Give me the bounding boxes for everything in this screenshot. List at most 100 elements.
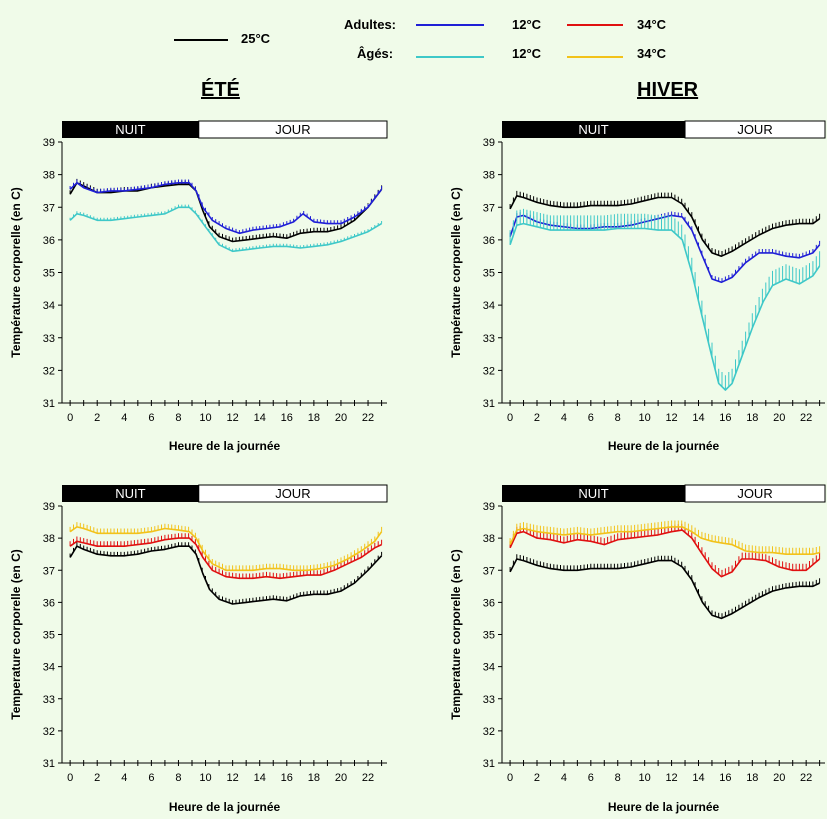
y-tick-label: 32	[483, 726, 495, 738]
x-tick-label: 22	[362, 412, 374, 424]
x-tick-label: 4	[561, 772, 567, 784]
y-tick-label: 36	[483, 597, 495, 609]
x-tick-label: 10	[639, 412, 651, 424]
x-tick-label: 0	[507, 412, 513, 424]
x-tick-label: 6	[588, 772, 594, 784]
series-line-adult_hot	[509, 529, 821, 578]
series-errorbars-ref	[509, 190, 821, 256]
night-band	[502, 121, 686, 138]
night-label: NUIT	[578, 486, 608, 501]
y-tick-label: 38	[483, 170, 495, 182]
y-tick-label: 33	[43, 333, 55, 345]
x-tick-label: 8	[615, 772, 621, 784]
y-tick-label: 33	[483, 694, 495, 706]
series-errorbars-aged_cold	[509, 208, 821, 390]
x-tick-label: 2	[534, 772, 540, 784]
chart-winter-bottom: NUIT JOUR 31 32 33 34 35 36 37 38 39 0 2 4 6 8 10 12 14 16 1…	[449, 484, 826, 814]
legend-adult-hot-label: 34°C	[637, 17, 667, 32]
x-tick-label: 2	[534, 412, 540, 424]
series-errorbars-aged_hot	[69, 522, 383, 571]
series-line-ref	[69, 182, 383, 243]
day-label: JOUR	[737, 122, 772, 137]
x-tick-label: 22	[800, 772, 812, 784]
y-tick-label: 31	[43, 758, 55, 770]
series-line-aged_hot	[69, 526, 383, 572]
y-tick-label: 39	[483, 137, 495, 149]
y-tick-label: 36	[43, 597, 55, 609]
legend-aged-hot-label: 34°C	[637, 46, 667, 61]
y-tick-label: 37	[43, 565, 55, 577]
y-tick-label: 31	[43, 398, 55, 410]
y-tick-label: 32	[483, 365, 495, 377]
x-tick-label: 8	[175, 772, 181, 784]
series-errorbars-ref	[69, 178, 383, 242]
y-tick-label: 38	[43, 533, 55, 545]
season-title-summer: ÉTÉ	[201, 79, 240, 101]
series-errorbars-adult_cold	[69, 179, 383, 234]
legend-line-adult-cold	[416, 24, 484, 26]
x-tick-label: 6	[148, 772, 154, 784]
x-tick-label: 0	[67, 772, 73, 784]
night-label: NUIT	[115, 122, 145, 137]
y-tick-label: 37	[43, 202, 55, 214]
day-band	[198, 484, 388, 503]
x-tick-label: 16	[719, 772, 731, 784]
series-line-adult_hot	[69, 537, 382, 580]
y-tick-label: 34	[43, 662, 55, 674]
x-tick-label: 4	[561, 412, 567, 424]
x-tick-label: 14	[254, 772, 266, 784]
x-tick-label: 16	[281, 772, 293, 784]
y-tick-label: 38	[483, 533, 495, 545]
x-tick-label: 20	[773, 772, 785, 784]
chart-panel-winter-bottom: NUIT JOUR 31 32 33 34 35 36 37 38 39 0 2 4 6 8 10 12 14 16 1…	[420, 484, 827, 819]
chart-winter-top: NUIT JOUR 31 32 33 34 35 36 37 38 39 0 2 4 6 8 10 12 14 16 1…	[449, 120, 826, 453]
series-errorbars-adult_hot	[509, 523, 821, 577]
x-tick-label: 18	[746, 412, 758, 424]
y-axis-label: Température corporelle (en C)	[9, 187, 23, 357]
y-tick-label: 35	[43, 268, 55, 280]
series-line-ref	[509, 558, 820, 620]
y-tick-label: 37	[483, 202, 495, 214]
day-band	[684, 120, 826, 139]
x-tick-label: 18	[308, 412, 320, 424]
night-band	[62, 485, 199, 502]
day-label: JOUR	[275, 486, 310, 501]
series-errorbars-aged_hot	[509, 520, 821, 555]
x-axis-label: Heure de la journée	[608, 800, 720, 814]
y-tick-label: 39	[43, 137, 55, 149]
x-tick-label: 16	[281, 412, 293, 424]
x-tick-label: 18	[746, 772, 758, 784]
y-tick-label: 31	[483, 398, 495, 410]
season-title-winter: HIVER	[637, 79, 699, 101]
legend-aged-label: Âgés:	[357, 46, 394, 61]
y-tick-label: 39	[43, 501, 55, 513]
x-tick-label: 22	[800, 412, 812, 424]
day-band	[198, 120, 388, 139]
x-tick-label: 20	[335, 772, 347, 784]
x-tick-label: 14	[254, 412, 266, 424]
night-label: NUIT	[115, 486, 145, 501]
x-tick-label: 16	[719, 412, 731, 424]
y-tick-label: 39	[483, 501, 495, 513]
x-tick-label: 6	[588, 412, 594, 424]
y-tick-label: 35	[483, 630, 495, 642]
chart-panel-summer-bottom: NUIT JOUR 31 32 33 34 35 36 37 38 39 0 2 4 6 8 10 12 14 16 1…	[0, 484, 400, 819]
x-tick-label: 8	[175, 412, 181, 424]
day-band	[684, 484, 826, 503]
x-axis-label: Heure de la journée	[169, 439, 281, 453]
legend-aged-cold-label: 12°C	[512, 46, 542, 61]
y-tick-label: 34	[483, 662, 495, 674]
y-tick-label: 35	[43, 630, 55, 642]
chart-panel-winter-top: NUIT JOUR 31 32 33 34 35 36 37 38 39 0 2 4 6 8 10 12 14 16 1…	[420, 116, 827, 466]
series-line-adult_cold	[69, 182, 383, 235]
x-axis-label: Heure de la journée	[608, 439, 720, 453]
night-band	[62, 121, 199, 138]
x-axis-label: Heure de la journée	[169, 800, 281, 814]
x-tick-label: 4	[121, 412, 127, 424]
series-line-aged_cold	[69, 206, 383, 253]
x-tick-label: 2	[94, 772, 100, 784]
legend-line-aged-cold	[416, 56, 484, 58]
y-tick-label: 34	[43, 300, 55, 312]
series-errorbars-adult_hot	[69, 533, 383, 579]
chart-summer-top: NUIT JOUR 31 32 33 34 35 36 37 38 39 0 2 4 6 8 10 12 14 16 1…	[9, 120, 388, 453]
